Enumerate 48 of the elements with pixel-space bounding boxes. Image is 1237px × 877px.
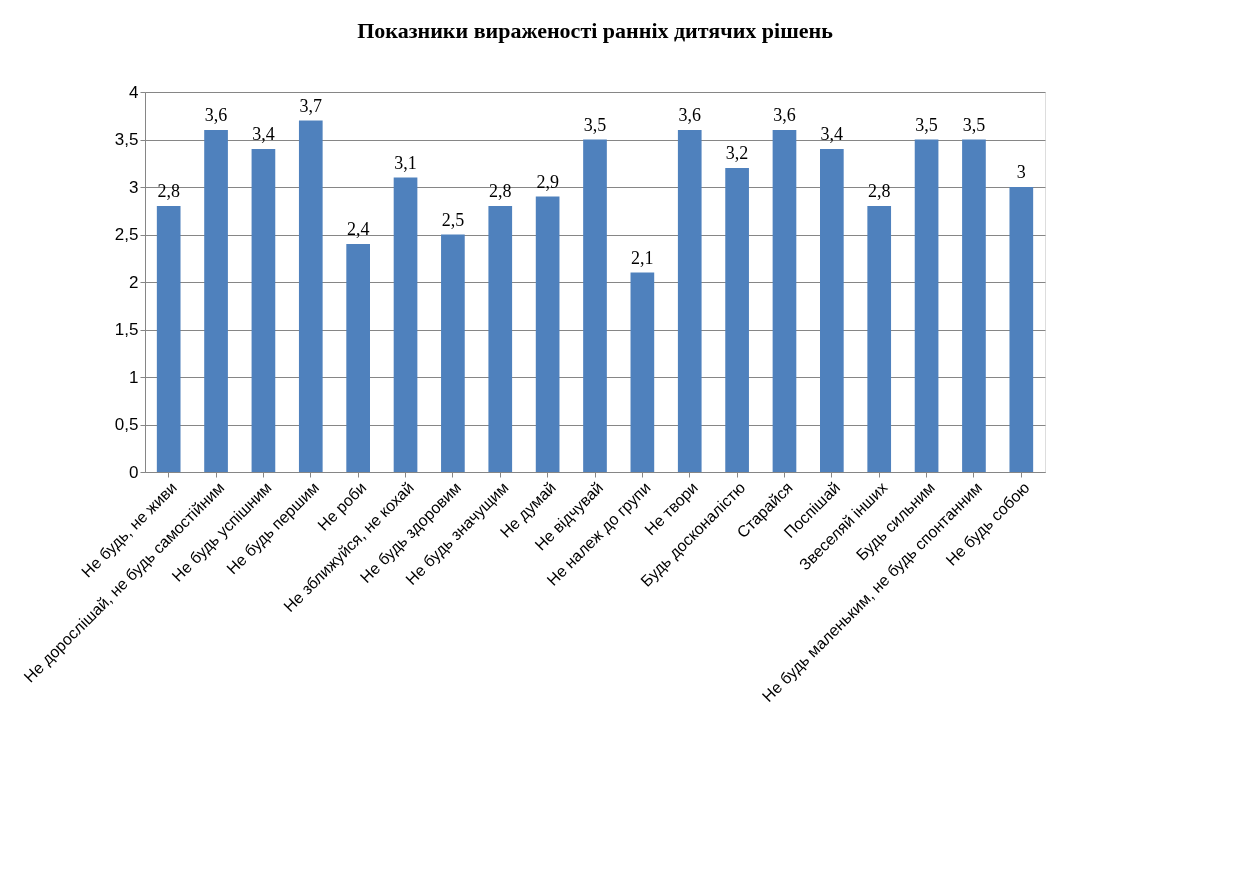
bar xyxy=(772,130,797,472)
chart-title: Показники вираженості ранніх дитячих рішень xyxy=(357,18,834,43)
y-tick-label: 0 xyxy=(129,462,139,482)
data-label: 3,7 xyxy=(299,95,323,116)
y-tick-label: 3 xyxy=(129,177,139,197)
bar xyxy=(677,130,702,472)
data-label: 3,5 xyxy=(583,114,607,135)
data-label: 3,4 xyxy=(820,124,844,144)
bar xyxy=(914,139,939,472)
data-label: 2,8 xyxy=(867,181,891,201)
bar xyxy=(156,206,181,472)
bar xyxy=(393,177,418,472)
bar xyxy=(725,168,749,472)
bar xyxy=(488,206,513,472)
bar xyxy=(441,234,465,472)
data-label: 3,5 xyxy=(962,114,986,135)
bar xyxy=(820,149,844,472)
y-tick-label: 4 xyxy=(129,82,139,102)
data-label: 3,6 xyxy=(678,105,701,125)
bar xyxy=(867,206,892,472)
bar xyxy=(535,196,560,472)
data-label: 2,1 xyxy=(631,247,654,268)
data-label: 2,8 xyxy=(489,181,512,201)
bar xyxy=(962,139,986,472)
data-label: 3,1 xyxy=(394,152,417,173)
data-label: 2,5 xyxy=(441,209,465,230)
bar xyxy=(298,120,323,472)
data-label: 3,5 xyxy=(915,114,938,135)
data-label: 3,2 xyxy=(725,143,749,163)
data-label: 2,8 xyxy=(157,181,180,201)
bar xyxy=(346,244,370,472)
y-tick-label: 1,5 xyxy=(114,320,139,339)
data-label: 3,6 xyxy=(773,105,796,125)
bar xyxy=(204,130,228,472)
y-tick-label: 1 xyxy=(129,367,139,387)
data-label: 2,9 xyxy=(536,171,559,192)
bar xyxy=(583,139,607,472)
bar xyxy=(251,149,276,472)
data-label: 3,6 xyxy=(204,105,228,125)
y-tick-label: 2,5 xyxy=(114,225,139,244)
y-tick-label: 3,5 xyxy=(114,130,139,149)
bar xyxy=(1009,187,1034,472)
data-label: 2,4 xyxy=(346,219,370,239)
data-label: 3 xyxy=(1016,162,1026,182)
data-label: 3,4 xyxy=(252,124,275,144)
y-tick-label: 2 xyxy=(129,272,139,292)
y-tick-label: 0,5 xyxy=(114,415,139,434)
bar xyxy=(630,272,655,472)
